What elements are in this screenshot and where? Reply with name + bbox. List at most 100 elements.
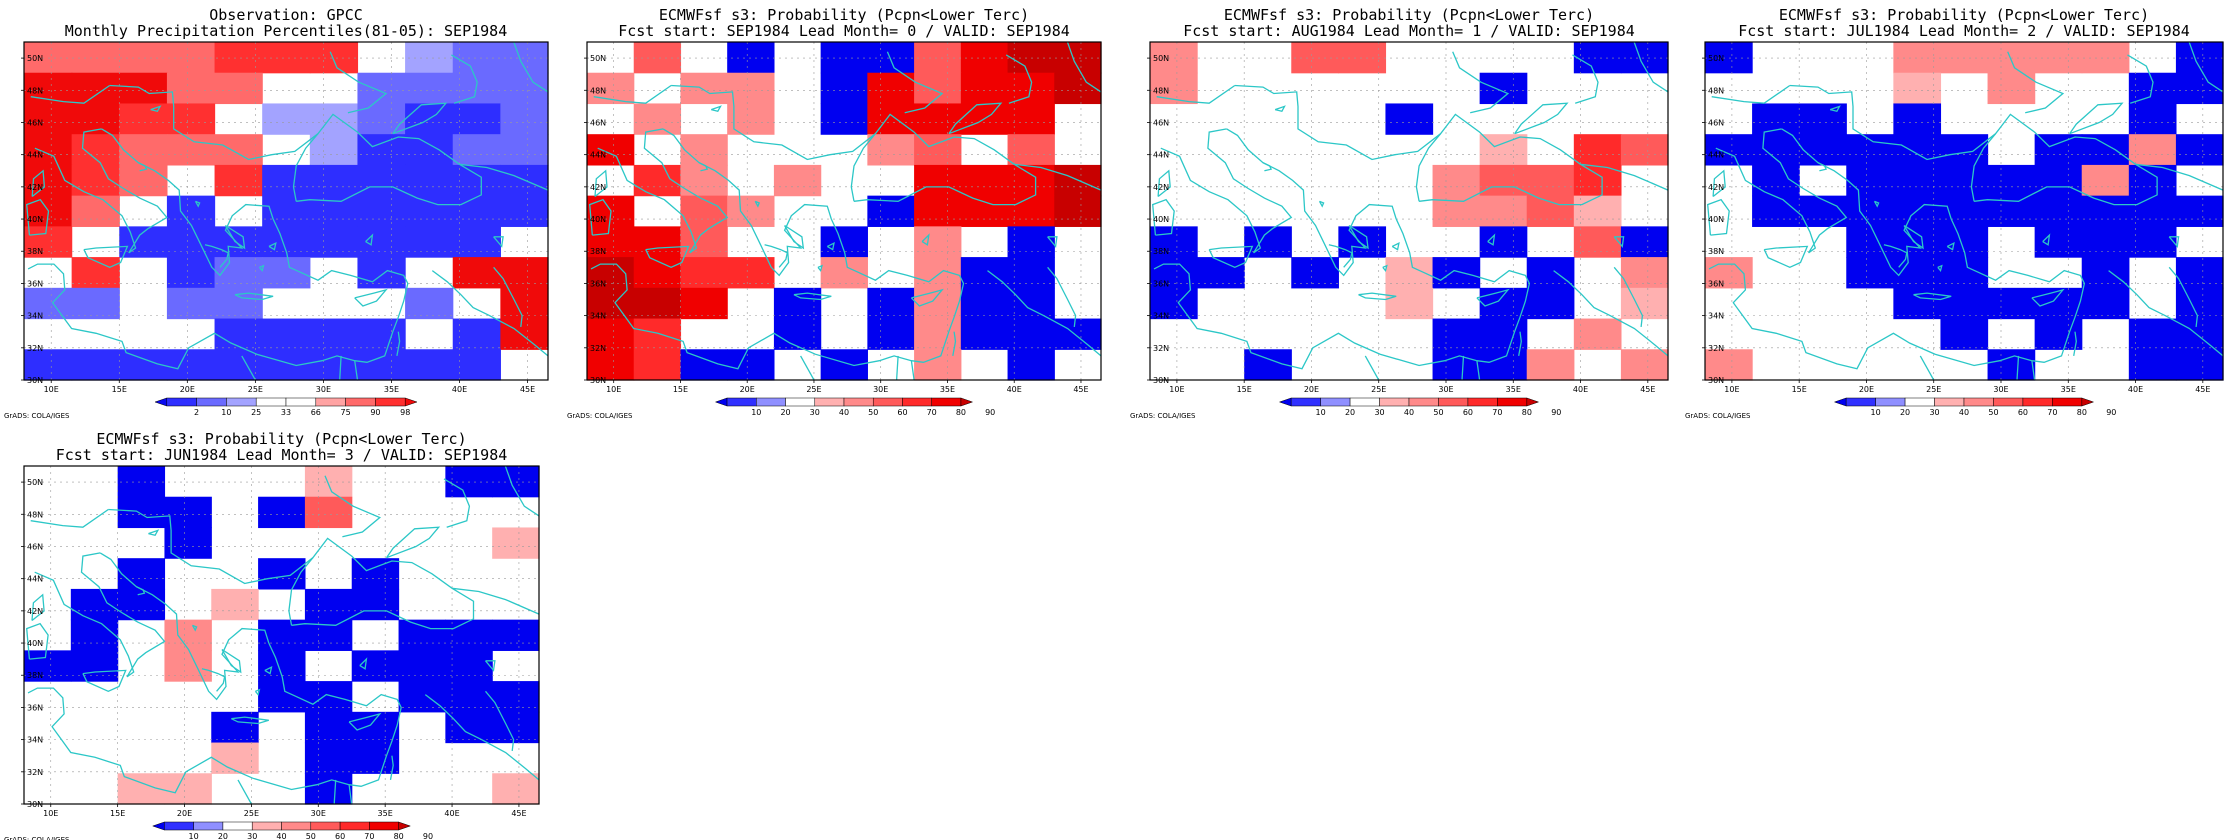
- colorbar-label: 66: [311, 408, 321, 417]
- grid-cell: [164, 496, 212, 529]
- grid-cell: [960, 318, 1009, 350]
- coastline: [31, 593, 45, 622]
- coastline: [1318, 200, 1325, 208]
- grid-cell: [680, 72, 728, 105]
- coastline: [1382, 264, 1388, 272]
- grid-cell: [71, 134, 120, 166]
- grid-cell: [492, 711, 540, 744]
- grid-cell: [500, 287, 549, 320]
- grid-cell: [2175, 134, 2224, 166]
- grid-cell: [1007, 195, 1055, 227]
- coastline: [31, 169, 46, 198]
- lon-tick-label: 35E: [384, 385, 399, 394]
- colorbar-segment: [1290, 397, 1321, 407]
- colorbar-label: 98: [400, 408, 410, 417]
- grid-cell: [500, 103, 549, 135]
- grid-cell: [1007, 287, 1055, 320]
- grid-cell: [2081, 195, 2130, 227]
- lat-tick-label: 42N: [27, 607, 43, 616]
- grid-cell: [357, 195, 406, 227]
- colorbar-segment: [222, 821, 253, 831]
- colorbar: 10 20 30 40 50 60 70 80 90: [1833, 397, 2116, 417]
- grid-cell: [405, 72, 454, 105]
- grid-cell: [166, 72, 216, 105]
- lat-tick-label: 40N: [1708, 215, 1724, 224]
- grid-cell: [2081, 42, 2130, 74]
- lon-tick-label: 20E: [177, 809, 192, 818]
- colorbar-label: 90: [423, 832, 433, 840]
- grid-cell: [500, 72, 549, 105]
- grid-cell: [304, 773, 353, 805]
- coastline: [1487, 233, 1496, 246]
- coastline: [136, 586, 146, 596]
- colorbar-segment: [281, 821, 312, 831]
- lon-tick-label: 15E: [110, 809, 125, 818]
- grid-cell: [2128, 226, 2177, 258]
- grid-cell: [773, 164, 822, 197]
- colorbar-segment: [1379, 397, 1410, 407]
- grid-cell: [680, 287, 728, 320]
- grid-cell: [1479, 164, 1528, 197]
- grid-cell: [680, 134, 728, 166]
- lat-tick-label: 42N: [1153, 183, 1169, 192]
- coastline: [1476, 360, 1481, 380]
- coastline: [597, 128, 729, 254]
- coastline: [1047, 266, 1077, 327]
- grid-cell: [2034, 195, 2083, 227]
- colorbar-label: 60: [1463, 408, 1473, 417]
- lon-tick-label: 35E: [2061, 385, 2076, 394]
- grid-cell: [1620, 349, 1669, 381]
- coastline: [1047, 236, 1058, 248]
- coastline: [2168, 236, 2180, 248]
- colorbar-segment: [960, 397, 974, 407]
- coastline: [1919, 355, 1935, 380]
- colorbar-label: 10: [751, 408, 761, 417]
- coastline: [385, 526, 441, 559]
- grid-cell: [1526, 195, 1575, 227]
- grid-cell: [1338, 226, 1387, 258]
- grid-cell: [867, 287, 915, 320]
- map-frame: [23, 41, 549, 381]
- grid-cell: [2175, 287, 2224, 320]
- coastline: [201, 668, 226, 692]
- grid-cell: [1432, 349, 1481, 381]
- coastline: [645, 245, 690, 269]
- grid-cell: [867, 72, 915, 105]
- grid-cell: [633, 42, 682, 74]
- grid-cell: [492, 527, 540, 559]
- lon-tick-label: 30E: [316, 385, 331, 394]
- grid-cell: [164, 650, 212, 682]
- coastline: [2016, 355, 2020, 380]
- grid-cell: [1940, 164, 1989, 197]
- grid-cell: [258, 496, 306, 529]
- grid-cell: [2128, 318, 2177, 350]
- grid-cell: [452, 349, 501, 381]
- coastline: [237, 779, 252, 804]
- lat-tick-label: 30N: [1153, 376, 1169, 385]
- coastline: [389, 755, 394, 781]
- grid-cell: [633, 164, 682, 197]
- colorbar-label: 10: [221, 408, 231, 417]
- lat-tick-label: 44N: [27, 575, 43, 584]
- coastline: [1946, 242, 1955, 251]
- colorbar-label: 33: [281, 408, 291, 417]
- coastline: [148, 529, 160, 536]
- coastline: [392, 102, 448, 135]
- grid-cell: [587, 287, 635, 320]
- coastline: [1553, 270, 1668, 357]
- colorbar-label: 50: [1988, 408, 1998, 417]
- coastline: [431, 270, 548, 357]
- lat-tick-label: 32N: [1153, 344, 1169, 353]
- grid-cell: [166, 349, 216, 381]
- grid-cell: [351, 650, 400, 682]
- grid-cell: [1752, 195, 1800, 227]
- lat-tick-label: 34N: [1153, 312, 1169, 321]
- coastline: [1160, 128, 1293, 254]
- grid-cell: [1705, 42, 1753, 74]
- grid-cell: [71, 72, 120, 105]
- grid-cell: [1940, 134, 1989, 166]
- grid-cell: [119, 42, 168, 74]
- grid-cell: [357, 103, 406, 135]
- coastline: [764, 244, 789, 268]
- colorbar-segment: [196, 397, 227, 407]
